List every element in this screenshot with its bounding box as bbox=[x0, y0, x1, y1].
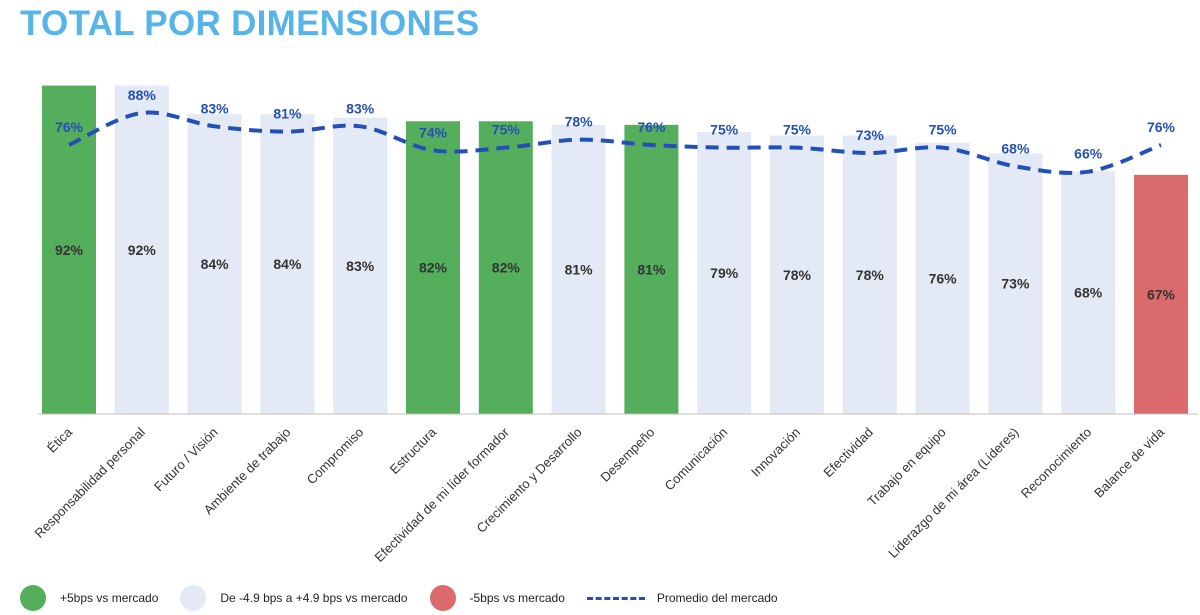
bar bbox=[333, 117, 388, 414]
bar bbox=[406, 121, 460, 414]
bar-value-label: 81% bbox=[565, 261, 594, 277]
category-label: Futuro / Visión bbox=[151, 425, 221, 495]
bar-value-label: 68% bbox=[1074, 285, 1103, 301]
market-value-label: 75% bbox=[929, 122, 958, 138]
bar bbox=[1134, 174, 1188, 414]
category-label: Balance de vida bbox=[1091, 424, 1168, 501]
legend-label-above: +5bps vs mercado bbox=[60, 591, 159, 605]
market-value-label: 76% bbox=[55, 119, 84, 135]
market-value-label: 81% bbox=[273, 106, 302, 122]
chart-title: TOTAL POR DIMENSIONES bbox=[20, 4, 480, 43]
legend-item-above: +5bps vs mercado bbox=[20, 585, 158, 611]
market-value-label: 68% bbox=[1001, 140, 1030, 156]
category-label: Liderazgo de mi área (Líderes) bbox=[885, 425, 1021, 561]
bar-value-label: 92% bbox=[128, 242, 157, 258]
market-value-label: 75% bbox=[492, 122, 521, 138]
bar bbox=[187, 114, 242, 415]
legend-label-neutral: De -4.9 bps a +4.9 bps vs mercado bbox=[220, 591, 408, 605]
bar bbox=[1061, 171, 1116, 414]
market-value-label: 83% bbox=[346, 100, 375, 116]
bar bbox=[915, 142, 970, 414]
market-value-label: 73% bbox=[856, 127, 885, 143]
bar-value-label: 76% bbox=[929, 270, 958, 286]
market-value-label: 88% bbox=[128, 87, 157, 103]
category-label: Trabajo en equipo bbox=[864, 425, 948, 509]
legend-swatch-below bbox=[429, 585, 456, 611]
category-label: Ética bbox=[44, 424, 76, 456]
bar bbox=[697, 131, 752, 414]
category-label: Efectividad de mi líder formador bbox=[372, 424, 513, 565]
legend-item-market-line: Promedio del mercado bbox=[586, 591, 778, 605]
bar-value-label: 67% bbox=[1147, 286, 1176, 302]
legend-label-market-line: Promedio del mercado bbox=[656, 591, 778, 605]
category-label: Innovación bbox=[748, 425, 803, 480]
bar-value-label: 79% bbox=[710, 265, 739, 281]
market-value-label: 76% bbox=[637, 119, 666, 135]
bar bbox=[114, 85, 169, 414]
bar-value-label: 84% bbox=[273, 256, 302, 272]
bar bbox=[624, 124, 679, 414]
bar-value-label: 82% bbox=[419, 260, 448, 276]
market-value-label: 76% bbox=[1147, 119, 1176, 135]
category-label: Comunicación bbox=[661, 425, 730, 494]
market-value-label: 74% bbox=[419, 124, 448, 140]
category-label: Reconocimiento bbox=[1018, 425, 1095, 502]
bar bbox=[42, 85, 96, 414]
category-label: Compromiso bbox=[304, 425, 367, 488]
market-value-label: 75% bbox=[783, 122, 812, 138]
market-value-label: 78% bbox=[565, 114, 594, 130]
bar-value-label: 82% bbox=[492, 260, 521, 276]
bar bbox=[260, 114, 315, 415]
bar bbox=[478, 121, 533, 414]
category-label: Desempeño bbox=[597, 425, 657, 485]
chart-legend: +5bps vs mercado De -4.9 bps a +4.9 bps … bbox=[20, 584, 800, 612]
legend-swatch-neutral bbox=[180, 585, 207, 611]
bar bbox=[988, 153, 1043, 414]
bar-value-label: 73% bbox=[1001, 276, 1030, 292]
category-label: Efectividad bbox=[820, 425, 876, 481]
market-value-label: 83% bbox=[201, 100, 230, 116]
market-value-label: 66% bbox=[1074, 146, 1103, 162]
bar bbox=[842, 135, 897, 415]
bar-value-label: 92% bbox=[55, 242, 84, 258]
bar bbox=[551, 124, 606, 414]
legend-item-neutral: De -4.9 bps a +4.9 bps vs mercado bbox=[180, 585, 408, 611]
market-average-line bbox=[68, 110, 1162, 175]
bar-line-chart: 92% 92% 84% 84% 83% 82% 82% 81% 81% 79% 78% 78% 76% 7… bbox=[32, 85, 1198, 565]
legend-dash-market-line bbox=[586, 596, 645, 600]
bar bbox=[770, 135, 824, 415]
bar-value-label: 81% bbox=[637, 261, 666, 277]
bar-value-label: 83% bbox=[346, 258, 375, 274]
market-value-label: 75% bbox=[710, 122, 739, 138]
category-label: Estructura bbox=[387, 424, 440, 477]
legend-swatch-above bbox=[20, 585, 46, 611]
legend-item-below: -5bps vs mercado bbox=[429, 585, 565, 611]
bar-value-label: 78% bbox=[856, 267, 885, 283]
bar-value-label: 78% bbox=[783, 267, 812, 283]
bar-value-label: 84% bbox=[201, 256, 230, 272]
legend-label-below: -5bps vs mercado bbox=[469, 591, 565, 605]
